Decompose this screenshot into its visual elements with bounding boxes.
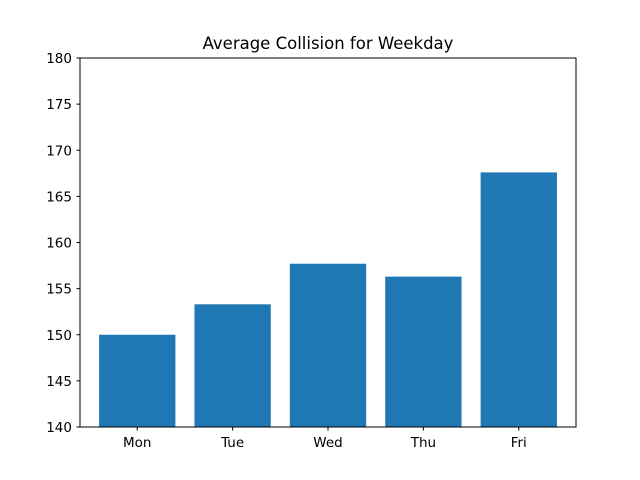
y-tick-label: 160 [46,236,72,252]
x-tick-label-wed: Wed [313,435,342,451]
bar-thu [385,276,462,427]
bar-fri [480,172,557,427]
bar-wed [289,263,367,427]
plot-frame [79,57,577,428]
x-tick-label-thu: Thu [410,435,436,451]
y-tick-label: 175 [46,97,72,113]
bar-mon [99,334,176,427]
x-axis: Mon Tue Wed Thu Fri [123,427,527,451]
x-tick-label-tue: Tue [220,435,244,451]
y-tick-label: 145 [46,374,72,390]
y-tick-label: 180 [46,51,72,67]
y-tick-label: 155 [46,282,72,298]
y-axis: 140 145 150 155 160 165 170 175 180 [46,51,80,436]
y-tick-label: 150 [46,328,72,344]
y-tick-label: 170 [46,143,72,159]
y-tick-label: 140 [46,420,72,436]
x-tick-label-mon: Mon [123,435,151,451]
chart-title: Average Collision for Weekday [203,34,454,53]
x-tick-label-fri: Fri [511,435,527,451]
bars-group [99,172,557,427]
bar-tue [194,304,271,427]
y-tick-label: 165 [46,189,72,205]
